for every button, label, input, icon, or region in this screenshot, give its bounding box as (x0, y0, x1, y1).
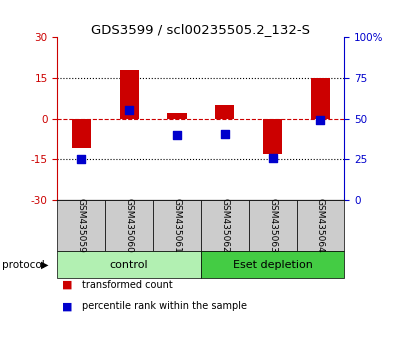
Text: GSM435061: GSM435061 (172, 198, 181, 253)
Point (78, 156, 84, 162)
Text: protocol: protocol (2, 259, 45, 270)
Bar (72, 119, 91, 148)
Point (269, 155, 275, 161)
Text: percentile rank within the sample: percentile rank within the sample (82, 301, 246, 311)
Text: GSM435060: GSM435060 (124, 198, 133, 253)
Text: transformed count: transformed count (82, 280, 172, 290)
Text: ■: ■ (61, 301, 72, 311)
Bar (215, 105, 234, 119)
Point (126, 108, 132, 113)
Text: ■: ■ (61, 280, 72, 290)
Text: Eset depletion: Eset depletion (232, 259, 312, 270)
Text: GSM435059: GSM435059 (76, 198, 85, 253)
Bar (119, 70, 138, 119)
Text: GSM435064: GSM435064 (315, 198, 324, 253)
Text: ▶: ▶ (41, 259, 48, 270)
Text: GSM435062: GSM435062 (220, 198, 229, 253)
Bar (263, 119, 281, 154)
Point (317, 117, 323, 123)
Text: control: control (110, 259, 148, 270)
Bar (167, 113, 186, 119)
Text: GSM435063: GSM435063 (267, 198, 276, 253)
Title: GDS3599 / scl00235505.2_132-S: GDS3599 / scl00235505.2_132-S (91, 23, 310, 36)
Point (173, 132, 180, 138)
Point (221, 131, 227, 136)
Bar (310, 78, 329, 119)
